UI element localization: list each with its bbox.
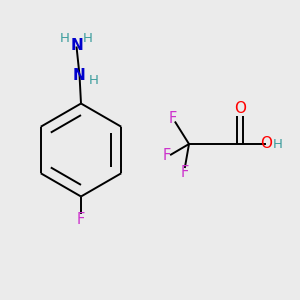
Text: H: H (60, 32, 69, 45)
Text: F: F (180, 165, 189, 180)
Text: F: F (168, 111, 177, 126)
Text: N: N (70, 38, 83, 53)
Text: H: H (89, 74, 99, 87)
Text: O: O (260, 136, 272, 152)
Text: H: H (83, 32, 93, 45)
Text: H: H (273, 137, 283, 151)
Text: N: N (73, 68, 86, 82)
Text: F: F (162, 148, 171, 164)
Text: F: F (77, 212, 85, 226)
Text: O: O (234, 101, 246, 116)
